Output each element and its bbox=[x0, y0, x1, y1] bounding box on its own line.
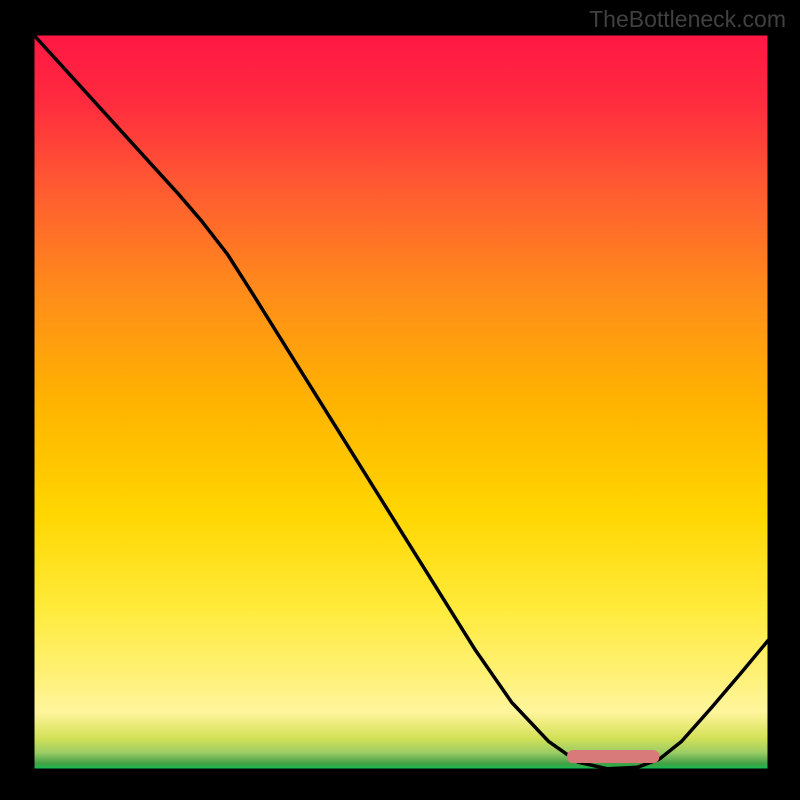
optimum-marker-bar bbox=[567, 750, 659, 763]
plot-area bbox=[32, 33, 770, 771]
plot-background bbox=[32, 33, 770, 771]
chart-root: TheBottleneck.com bbox=[0, 0, 800, 800]
bottleneck-chart bbox=[0, 0, 800, 800]
